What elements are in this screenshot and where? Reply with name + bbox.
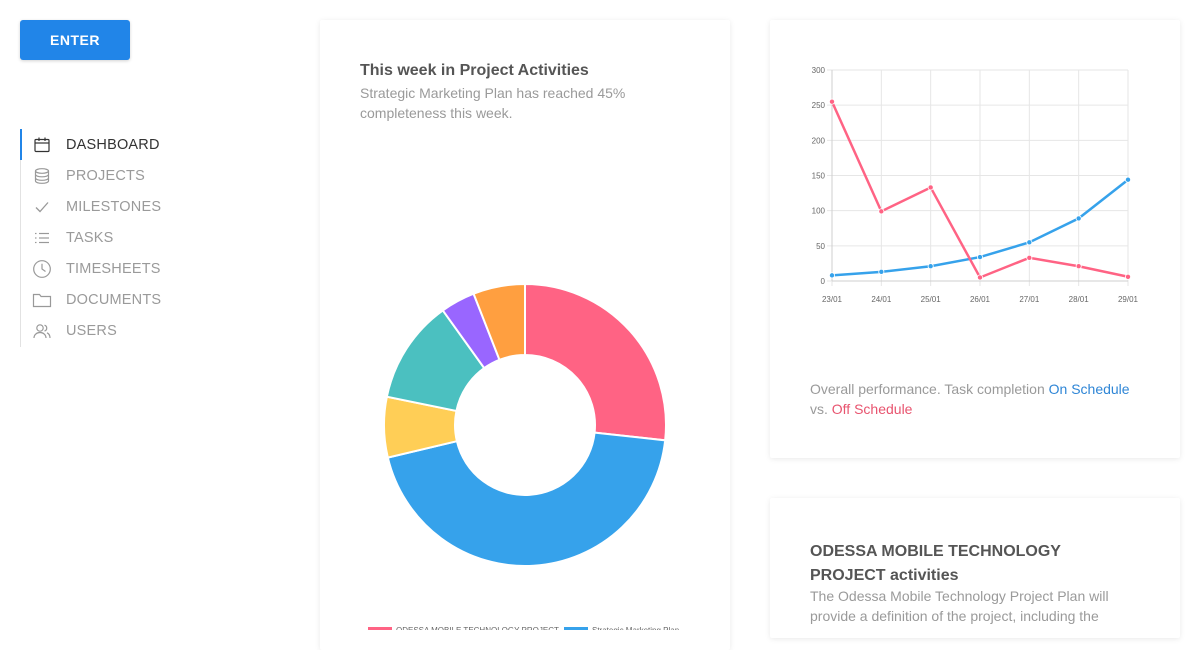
x-tick-label: 26/01 xyxy=(970,295,991,304)
series-point[interactable] xyxy=(976,274,983,281)
series-point[interactable] xyxy=(1075,215,1082,222)
x-tick-label: 23/01 xyxy=(822,295,843,304)
y-tick-label: 200 xyxy=(812,136,826,145)
performance-card: 0 50 100 150 200 250 300 23/01 24/01 25/01 26/01 27… xyxy=(770,20,1180,458)
odessa-card: ODESSA MOBILE TECHNOLOGY PROJECT activit… xyxy=(770,498,1180,638)
on-schedule-link[interactable]: On Schedule xyxy=(1048,381,1130,397)
database-icon xyxy=(32,166,52,186)
series-point[interactable] xyxy=(829,98,836,105)
legend-swatch xyxy=(564,627,588,630)
check-icon xyxy=(32,197,52,217)
legend-label[interactable]: ODESSA MOBILE TECHNOLOGY PROJECT xyxy=(396,626,559,630)
sidebar-item-label: TIMESHEETS xyxy=(66,260,161,277)
sidebar-item-documents[interactable]: DOCUMENTS xyxy=(21,284,221,315)
series-point[interactable] xyxy=(927,184,934,191)
activities-card: This week in Project Activities Strategi… xyxy=(320,20,730,650)
series-point[interactable] xyxy=(878,208,885,215)
users-icon xyxy=(32,321,52,341)
series-point[interactable] xyxy=(1124,273,1131,280)
y-tick-label: 0 xyxy=(821,277,826,286)
sidebar-item-tasks[interactable]: TASKS xyxy=(21,222,221,253)
sidebar-item-label: DOCUMENTS xyxy=(66,291,162,308)
donut-slice-5[interactable] xyxy=(472,282,526,362)
performance-line-chart: 0 50 100 150 200 250 300 23/01 24/01 25/01 26/01 27… xyxy=(812,66,1139,304)
off-schedule-link[interactable]: Off Schedule xyxy=(831,401,913,417)
x-tick-label: 27/01 xyxy=(1019,295,1040,304)
y-tick-label: 300 xyxy=(812,66,826,75)
enter-button[interactable]: ENTER xyxy=(20,20,130,60)
sidebar-item-projects[interactable]: PROJECTS xyxy=(21,160,221,191)
sidebar-item-label: TASKS xyxy=(66,229,114,246)
sidebar-nav: DASHBOARD PROJECTS MILESTONES TASKS TIME… xyxy=(20,129,241,347)
series-point[interactable] xyxy=(829,272,836,279)
x-tick-label: 29/01 xyxy=(1118,295,1139,304)
series-point[interactable] xyxy=(1075,263,1082,270)
list-icon xyxy=(32,228,52,248)
activities-card-subtitle: Strategic Marketing Plan has reached 45%… xyxy=(360,85,626,121)
sidebar-item-dashboard[interactable]: DASHBOARD xyxy=(20,129,222,160)
series-point[interactable] xyxy=(976,254,983,261)
performance-caption: Overall performance. Task completion On … xyxy=(810,381,1130,417)
sidebar-item-label: PROJECTS xyxy=(66,167,145,184)
series-point[interactable] xyxy=(878,268,885,275)
donut-slice-0[interactable] xyxy=(524,282,667,442)
sidebar-item-label: USERS xyxy=(66,322,117,339)
y-tick-label: 50 xyxy=(816,242,825,251)
sidebar-item-timesheets[interactable]: TIMESHEETS xyxy=(21,253,221,284)
y-tick-label: 100 xyxy=(812,207,826,216)
activities-card-title: This week in Project Activities xyxy=(360,62,589,79)
legend-swatch xyxy=(368,627,392,630)
sidebar-item-milestones[interactable]: MILESTONES xyxy=(21,191,221,222)
series-point[interactable] xyxy=(1124,176,1131,183)
x-tick-label: 28/01 xyxy=(1069,295,1090,304)
series-point[interactable] xyxy=(1026,254,1033,261)
sidebar-item-label: DASHBOARD xyxy=(66,136,160,153)
donut-slice-1[interactable] xyxy=(386,431,667,567)
y-tick-label: 250 xyxy=(812,101,826,110)
sidebar-item-users[interactable]: USERS xyxy=(21,315,221,346)
calendar-icon xyxy=(32,135,52,155)
x-tick-label: 24/01 xyxy=(871,295,892,304)
folder-icon xyxy=(32,290,52,310)
series-point[interactable] xyxy=(927,263,934,270)
legend-label[interactable]: Strategic Marketing Plan xyxy=(592,626,679,630)
odessa-card-title: ODESSA MOBILE TECHNOLOGY PROJECT activit… xyxy=(810,543,1061,584)
y-tick-label: 150 xyxy=(812,172,826,181)
series-point[interactable] xyxy=(1026,239,1033,246)
clock-icon xyxy=(32,259,52,279)
activities-donut-chart: ODESSA MOBILE TECHNOLOGY PROJECT Strategi… xyxy=(368,282,679,630)
sidebar-item-label: MILESTONES xyxy=(66,198,162,215)
odessa-card-description: The Odessa Mobile Technology Project Pla… xyxy=(810,588,1109,624)
x-tick-label: 25/01 xyxy=(921,295,942,304)
